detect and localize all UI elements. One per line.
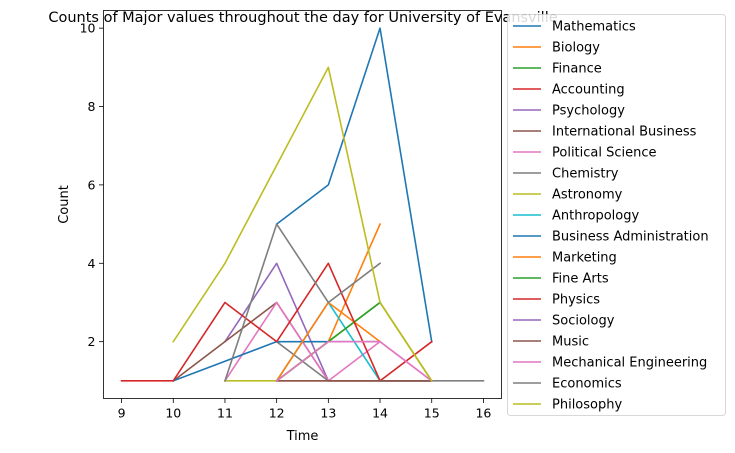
plot-frame xyxy=(103,10,502,399)
series-line-mechanical-engineering xyxy=(275,340,433,382)
y-tick-label: 2 xyxy=(88,334,96,349)
series-line-philosophy xyxy=(172,66,433,382)
x-tick-label: 13 xyxy=(320,406,336,421)
y-tick-label: 10 xyxy=(80,21,96,36)
y-tick-label: 8 xyxy=(88,99,96,114)
y-axis-ticks: 2 4 6 8 10 xyxy=(80,21,104,349)
x-tick-label: 9 xyxy=(118,406,126,421)
plot-lines xyxy=(120,27,485,382)
y-axis-label: Count xyxy=(57,185,72,224)
x-axis-label: Time xyxy=(286,429,319,444)
legend: Mathematics Biology Finance Accounting Psych… xyxy=(507,14,726,416)
series-line-psychology xyxy=(223,262,330,382)
series-line-chemistry xyxy=(275,340,485,382)
x-axis-ticks: 9 10 11 12 13 14 15 16 xyxy=(118,398,491,421)
x-tick-label: 16 xyxy=(475,406,491,421)
legend-entry-mechanical-engineering: Mechanical Engineering xyxy=(552,356,707,371)
legend-entry-physics: Physics xyxy=(552,293,600,308)
x-tick-label: 10 xyxy=(165,406,181,421)
x-tick-label: 12 xyxy=(269,406,285,421)
legend-entry-finance: Finance xyxy=(552,62,602,77)
legend-entry-biology: Biology xyxy=(552,41,600,56)
chart-title: Counts of Major values throughout the da… xyxy=(48,10,557,26)
legend-entry-political-science: Political Science xyxy=(552,146,657,161)
x-tick-label: 11 xyxy=(217,406,233,421)
y-tick-label: 4 xyxy=(88,256,96,271)
legend-entry-international-business: International Business xyxy=(552,125,697,140)
legend-entry-music: Music xyxy=(552,335,589,350)
legend-entry-accounting: Accounting xyxy=(552,83,625,98)
y-tick-label: 6 xyxy=(88,177,96,192)
legend-frame xyxy=(507,14,726,416)
x-tick-label: 14 xyxy=(372,406,388,421)
legend-entry-philosophy: Philosophy xyxy=(552,398,622,413)
legend-entry-marketing: Marketing xyxy=(552,251,617,266)
legend-entry-chemistry: Chemistry xyxy=(552,167,619,182)
legend-entry-anthropology: Anthropology xyxy=(552,209,640,224)
legend-entry-business-administration: Business Administration xyxy=(552,230,709,245)
legend-entry-astronomy: Astronomy xyxy=(552,188,623,203)
series-line-economics xyxy=(223,223,382,382)
series-line-mathematics xyxy=(275,27,433,343)
series-line-physics xyxy=(120,262,433,382)
series-line-business-administration xyxy=(172,340,381,382)
legend-entry-economics: Economics xyxy=(552,377,622,392)
legend-entry-fine-arts: Fine Arts xyxy=(552,272,609,287)
x-tick-label: 15 xyxy=(424,406,440,421)
legend-entry-mathematics: Mathematics xyxy=(552,20,636,35)
legend-entry-psychology: Psychology xyxy=(552,104,625,119)
legend-entry-sociology: Sociology xyxy=(552,314,615,329)
